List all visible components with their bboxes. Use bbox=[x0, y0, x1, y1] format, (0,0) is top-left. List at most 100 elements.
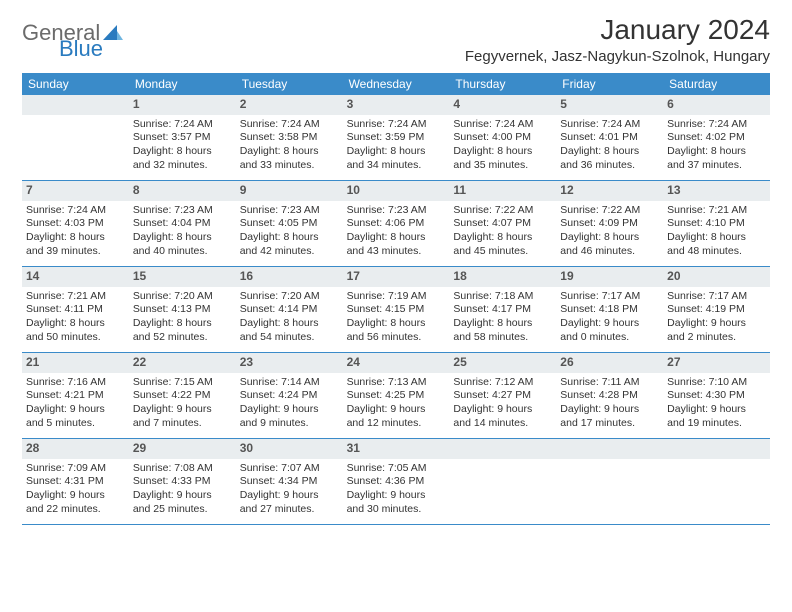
day-number: 29 bbox=[133, 441, 146, 455]
day-cell: 20Sunrise: 7:17 AMSunset: 4:19 PMDayligh… bbox=[663, 267, 770, 352]
day-detail-line: Sunset: 4:27 PM bbox=[453, 389, 552, 403]
day-cell: 21Sunrise: 7:16 AMSunset: 4:21 PMDayligh… bbox=[22, 353, 129, 438]
day-number bbox=[26, 97, 29, 111]
day-cell: 3Sunrise: 7:24 AMSunset: 3:59 PMDaylight… bbox=[343, 95, 450, 180]
day-detail-line: Sunrise: 7:08 AM bbox=[133, 462, 232, 476]
day-detail-line: Sunrise: 7:17 AM bbox=[560, 290, 659, 304]
day-detail-line: Daylight: 8 hours bbox=[133, 145, 232, 159]
day-detail-line: and 22 minutes. bbox=[26, 503, 125, 517]
day-detail-line: Sunrise: 7:24 AM bbox=[133, 118, 232, 132]
day-number: 13 bbox=[667, 183, 680, 197]
day-detail-line: Daylight: 9 hours bbox=[133, 489, 232, 503]
day-number: 31 bbox=[347, 441, 360, 455]
day-detail-line: Sunrise: 7:23 AM bbox=[133, 204, 232, 218]
day-number: 18 bbox=[453, 269, 466, 283]
week-row: 1Sunrise: 7:24 AMSunset: 3:57 PMDaylight… bbox=[22, 95, 770, 181]
day-number-bar: 29 bbox=[129, 439, 236, 459]
day-detail-line: and 35 minutes. bbox=[453, 159, 552, 173]
weekday-header-row: Sunday Monday Tuesday Wednesday Thursday… bbox=[22, 73, 770, 95]
day-number-bar: 26 bbox=[556, 353, 663, 373]
day-number-bar: 18 bbox=[449, 267, 556, 287]
weekday-saturday: Saturday bbox=[663, 73, 770, 95]
day-number-bar: 31 bbox=[343, 439, 450, 459]
day-detail-line: Sunrise: 7:20 AM bbox=[240, 290, 339, 304]
day-number: 14 bbox=[26, 269, 39, 283]
day-number: 25 bbox=[453, 355, 466, 369]
day-number-bar: 1 bbox=[129, 95, 236, 115]
day-detail-line: Daylight: 8 hours bbox=[347, 317, 446, 331]
day-detail-line: and 37 minutes. bbox=[667, 159, 766, 173]
logo-text-blue: Blue bbox=[59, 36, 103, 62]
day-detail-line: Sunset: 3:58 PM bbox=[240, 131, 339, 145]
day-detail-line: and 2 minutes. bbox=[667, 331, 766, 345]
day-detail-line: Sunset: 4:30 PM bbox=[667, 389, 766, 403]
day-number: 4 bbox=[453, 97, 460, 111]
day-cell: 27Sunrise: 7:10 AMSunset: 4:30 PMDayligh… bbox=[663, 353, 770, 438]
day-number: 19 bbox=[560, 269, 573, 283]
day-detail-line: Daylight: 8 hours bbox=[240, 145, 339, 159]
day-cell: 26Sunrise: 7:11 AMSunset: 4:28 PMDayligh… bbox=[556, 353, 663, 438]
day-detail-line: and 50 minutes. bbox=[26, 331, 125, 345]
day-detail-line: Daylight: 8 hours bbox=[560, 231, 659, 245]
day-number bbox=[560, 441, 563, 455]
day-detail-line: Sunset: 4:14 PM bbox=[240, 303, 339, 317]
day-detail-line: Sunset: 4:09 PM bbox=[560, 217, 659, 231]
day-detail-line: Sunset: 4:07 PM bbox=[453, 217, 552, 231]
day-detail-line: Sunset: 4:18 PM bbox=[560, 303, 659, 317]
day-detail-line: and 56 minutes. bbox=[347, 331, 446, 345]
day-number: 26 bbox=[560, 355, 573, 369]
day-cell: 5Sunrise: 7:24 AMSunset: 4:01 PMDaylight… bbox=[556, 95, 663, 180]
day-detail-line: Sunset: 4:05 PM bbox=[240, 217, 339, 231]
logo-triangle-icon bbox=[103, 22, 123, 45]
day-detail-line: and 43 minutes. bbox=[347, 245, 446, 259]
day-number-bar bbox=[449, 439, 556, 459]
day-detail-line: Sunrise: 7:23 AM bbox=[347, 204, 446, 218]
day-detail-line: Sunrise: 7:19 AM bbox=[347, 290, 446, 304]
day-cell bbox=[449, 439, 556, 524]
day-detail-line: and 25 minutes. bbox=[133, 503, 232, 517]
day-detail-line: and 46 minutes. bbox=[560, 245, 659, 259]
day-detail-line: and 30 minutes. bbox=[347, 503, 446, 517]
calendar: Sunday Monday Tuesday Wednesday Thursday… bbox=[22, 73, 770, 525]
day-detail-line: Daylight: 8 hours bbox=[667, 231, 766, 245]
day-number: 28 bbox=[26, 441, 39, 455]
day-detail-line: Sunrise: 7:24 AM bbox=[347, 118, 446, 132]
day-detail-line: and 39 minutes. bbox=[26, 245, 125, 259]
day-cell: 13Sunrise: 7:21 AMSunset: 4:10 PMDayligh… bbox=[663, 181, 770, 266]
day-number-bar bbox=[556, 439, 663, 459]
day-detail-line: Daylight: 9 hours bbox=[667, 317, 766, 331]
day-cell bbox=[22, 95, 129, 180]
day-cell: 23Sunrise: 7:14 AMSunset: 4:24 PMDayligh… bbox=[236, 353, 343, 438]
day-number: 5 bbox=[560, 97, 567, 111]
day-detail-line: Sunset: 4:15 PM bbox=[347, 303, 446, 317]
day-number-bar: 17 bbox=[343, 267, 450, 287]
day-cell: 8Sunrise: 7:23 AMSunset: 4:04 PMDaylight… bbox=[129, 181, 236, 266]
day-detail-line: Sunrise: 7:14 AM bbox=[240, 376, 339, 390]
day-detail-line: Sunset: 4:36 PM bbox=[347, 475, 446, 489]
weekday-tuesday: Tuesday bbox=[236, 73, 343, 95]
day-number-bar: 20 bbox=[663, 267, 770, 287]
day-detail-line: Sunset: 4:13 PM bbox=[133, 303, 232, 317]
day-cell: 12Sunrise: 7:22 AMSunset: 4:09 PMDayligh… bbox=[556, 181, 663, 266]
day-cell: 15Sunrise: 7:20 AMSunset: 4:13 PMDayligh… bbox=[129, 267, 236, 352]
day-detail-line: Sunset: 4:28 PM bbox=[560, 389, 659, 403]
day-detail-line: Sunset: 4:19 PM bbox=[667, 303, 766, 317]
day-detail-line: Daylight: 9 hours bbox=[26, 403, 125, 417]
day-detail-line: and 52 minutes. bbox=[133, 331, 232, 345]
day-number-bar: 5 bbox=[556, 95, 663, 115]
day-detail-line: Sunset: 4:24 PM bbox=[240, 389, 339, 403]
day-cell: 14Sunrise: 7:21 AMSunset: 4:11 PMDayligh… bbox=[22, 267, 129, 352]
day-detail-line: Sunrise: 7:09 AM bbox=[26, 462, 125, 476]
day-detail-line: Sunrise: 7:11 AM bbox=[560, 376, 659, 390]
day-detail-line: Daylight: 9 hours bbox=[347, 489, 446, 503]
day-detail-line: and 45 minutes. bbox=[453, 245, 552, 259]
day-number-bar: 24 bbox=[343, 353, 450, 373]
day-number-bar: 4 bbox=[449, 95, 556, 115]
day-detail-line: Sunset: 4:00 PM bbox=[453, 131, 552, 145]
title-block: January 2024 Fegyvernek, Jasz-Nagykun-Sz… bbox=[465, 14, 770, 65]
day-detail-line: and 0 minutes. bbox=[560, 331, 659, 345]
day-number-bar: 25 bbox=[449, 353, 556, 373]
day-number: 30 bbox=[240, 441, 253, 455]
day-number: 21 bbox=[26, 355, 39, 369]
day-cell: 29Sunrise: 7:08 AMSunset: 4:33 PMDayligh… bbox=[129, 439, 236, 524]
